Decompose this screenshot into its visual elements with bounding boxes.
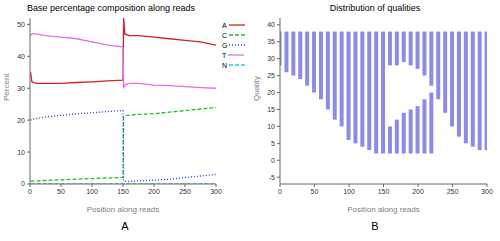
svg-text:10: 10	[17, 149, 25, 156]
svg-text:300: 300	[210, 188, 222, 195]
svg-text:0: 0	[271, 157, 275, 164]
svg-text:Percent: Percent	[8, 73, 11, 101]
svg-text:35: 35	[267, 38, 275, 45]
svg-text:15: 15	[267, 106, 275, 113]
svg-text:30: 30	[267, 55, 275, 62]
svg-text:150: 150	[378, 188, 390, 195]
html-text:N: N	[222, 61, 228, 69]
svg-text:200: 200	[148, 188, 160, 195]
svg-text:50: 50	[311, 188, 319, 195]
svg-text:0: 0	[21, 180, 25, 187]
svg-text:10: 10	[267, 123, 275, 130]
svg-text:100: 100	[343, 188, 355, 195]
html-text:C: C	[222, 31, 228, 39]
svg-text:5: 5	[271, 140, 275, 147]
svg-text:50: 50	[17, 21, 25, 28]
svg-text:25: 25	[267, 72, 275, 79]
svg-text:300: 300	[481, 188, 492, 195]
svg-text:40: 40	[267, 21, 275, 28]
svg-text:Position along reads: Position along reads	[87, 205, 160, 214]
svg-text:-5: -5	[269, 174, 275, 181]
html-text:B: B	[371, 220, 379, 232]
html-text:T: T	[222, 51, 227, 59]
svg-text:20: 20	[267, 89, 275, 96]
svg-text:30: 30	[17, 85, 25, 92]
svg-text:200: 200	[412, 188, 424, 195]
svg-text:50: 50	[57, 188, 65, 195]
html-text:A: A	[121, 220, 129, 232]
svg-text:40: 40	[17, 53, 25, 60]
svg-text:Position along reads: Position along reads	[347, 205, 420, 214]
html-text:G: G	[222, 41, 228, 49]
svg-text:150: 150	[117, 188, 129, 195]
svg-text:Quality: Quality	[252, 76, 261, 101]
svg-text:250: 250	[179, 188, 191, 195]
html-text:A: A	[222, 21, 227, 29]
svg-text:20: 20	[17, 117, 25, 124]
svg-text:0: 0	[28, 188, 32, 195]
svg-text:100: 100	[86, 188, 98, 195]
html-text:Distribution of qualities: Distribution of qualities	[329, 3, 421, 13]
svg-text:250: 250	[447, 188, 459, 195]
svg-text:0: 0	[278, 188, 282, 195]
html-text:Base percentage composition al: Base percentage composition along reads	[26, 3, 195, 13]
